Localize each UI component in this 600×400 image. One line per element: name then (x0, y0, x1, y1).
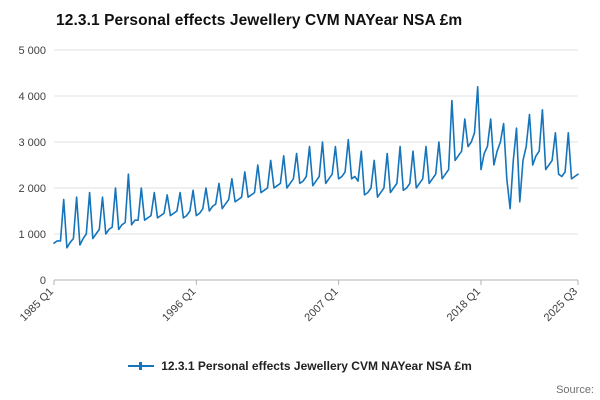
y-tick-label: 1 000 (18, 229, 46, 241)
x-tick-label: 2018 Q1 (445, 286, 483, 324)
x-tick-label: 2007 Q1 (302, 286, 340, 324)
legend-label: 12.3.1 Personal effects Jewellery CVM NA… (161, 358, 472, 373)
source-label: Source: (556, 384, 594, 396)
data-series-line (53, 85, 579, 249)
x-tick-label: 2025 Q3 (542, 286, 580, 324)
x-tick-label: 1996 Q1 (160, 286, 198, 324)
chart-title: 12.3.1 Personal effects Jewellery CVM NA… (56, 12, 463, 29)
legend-line-marker (128, 361, 155, 370)
legend: 12.3.1 Personal effects Jewellery CVM NA… (0, 358, 600, 373)
chart-area: 0 1 000 2 000 3 000 4 000 5 000 1985 Q1 1996 Q1… (0, 36, 600, 336)
y-tick-label: 5 000 (18, 45, 46, 57)
y-tick-label: 4 000 (18, 91, 46, 103)
x-tick-label: 1985 Q1 (18, 286, 56, 324)
y-tick-label: 3 000 (18, 137, 46, 149)
y-tick-label: 0 (40, 275, 46, 287)
y-tick-label: 2 000 (18, 183, 46, 195)
line-chart: 0 1 000 2 000 3 000 4 000 5 000 1985 Q1 1996 Q1… (18, 45, 580, 324)
